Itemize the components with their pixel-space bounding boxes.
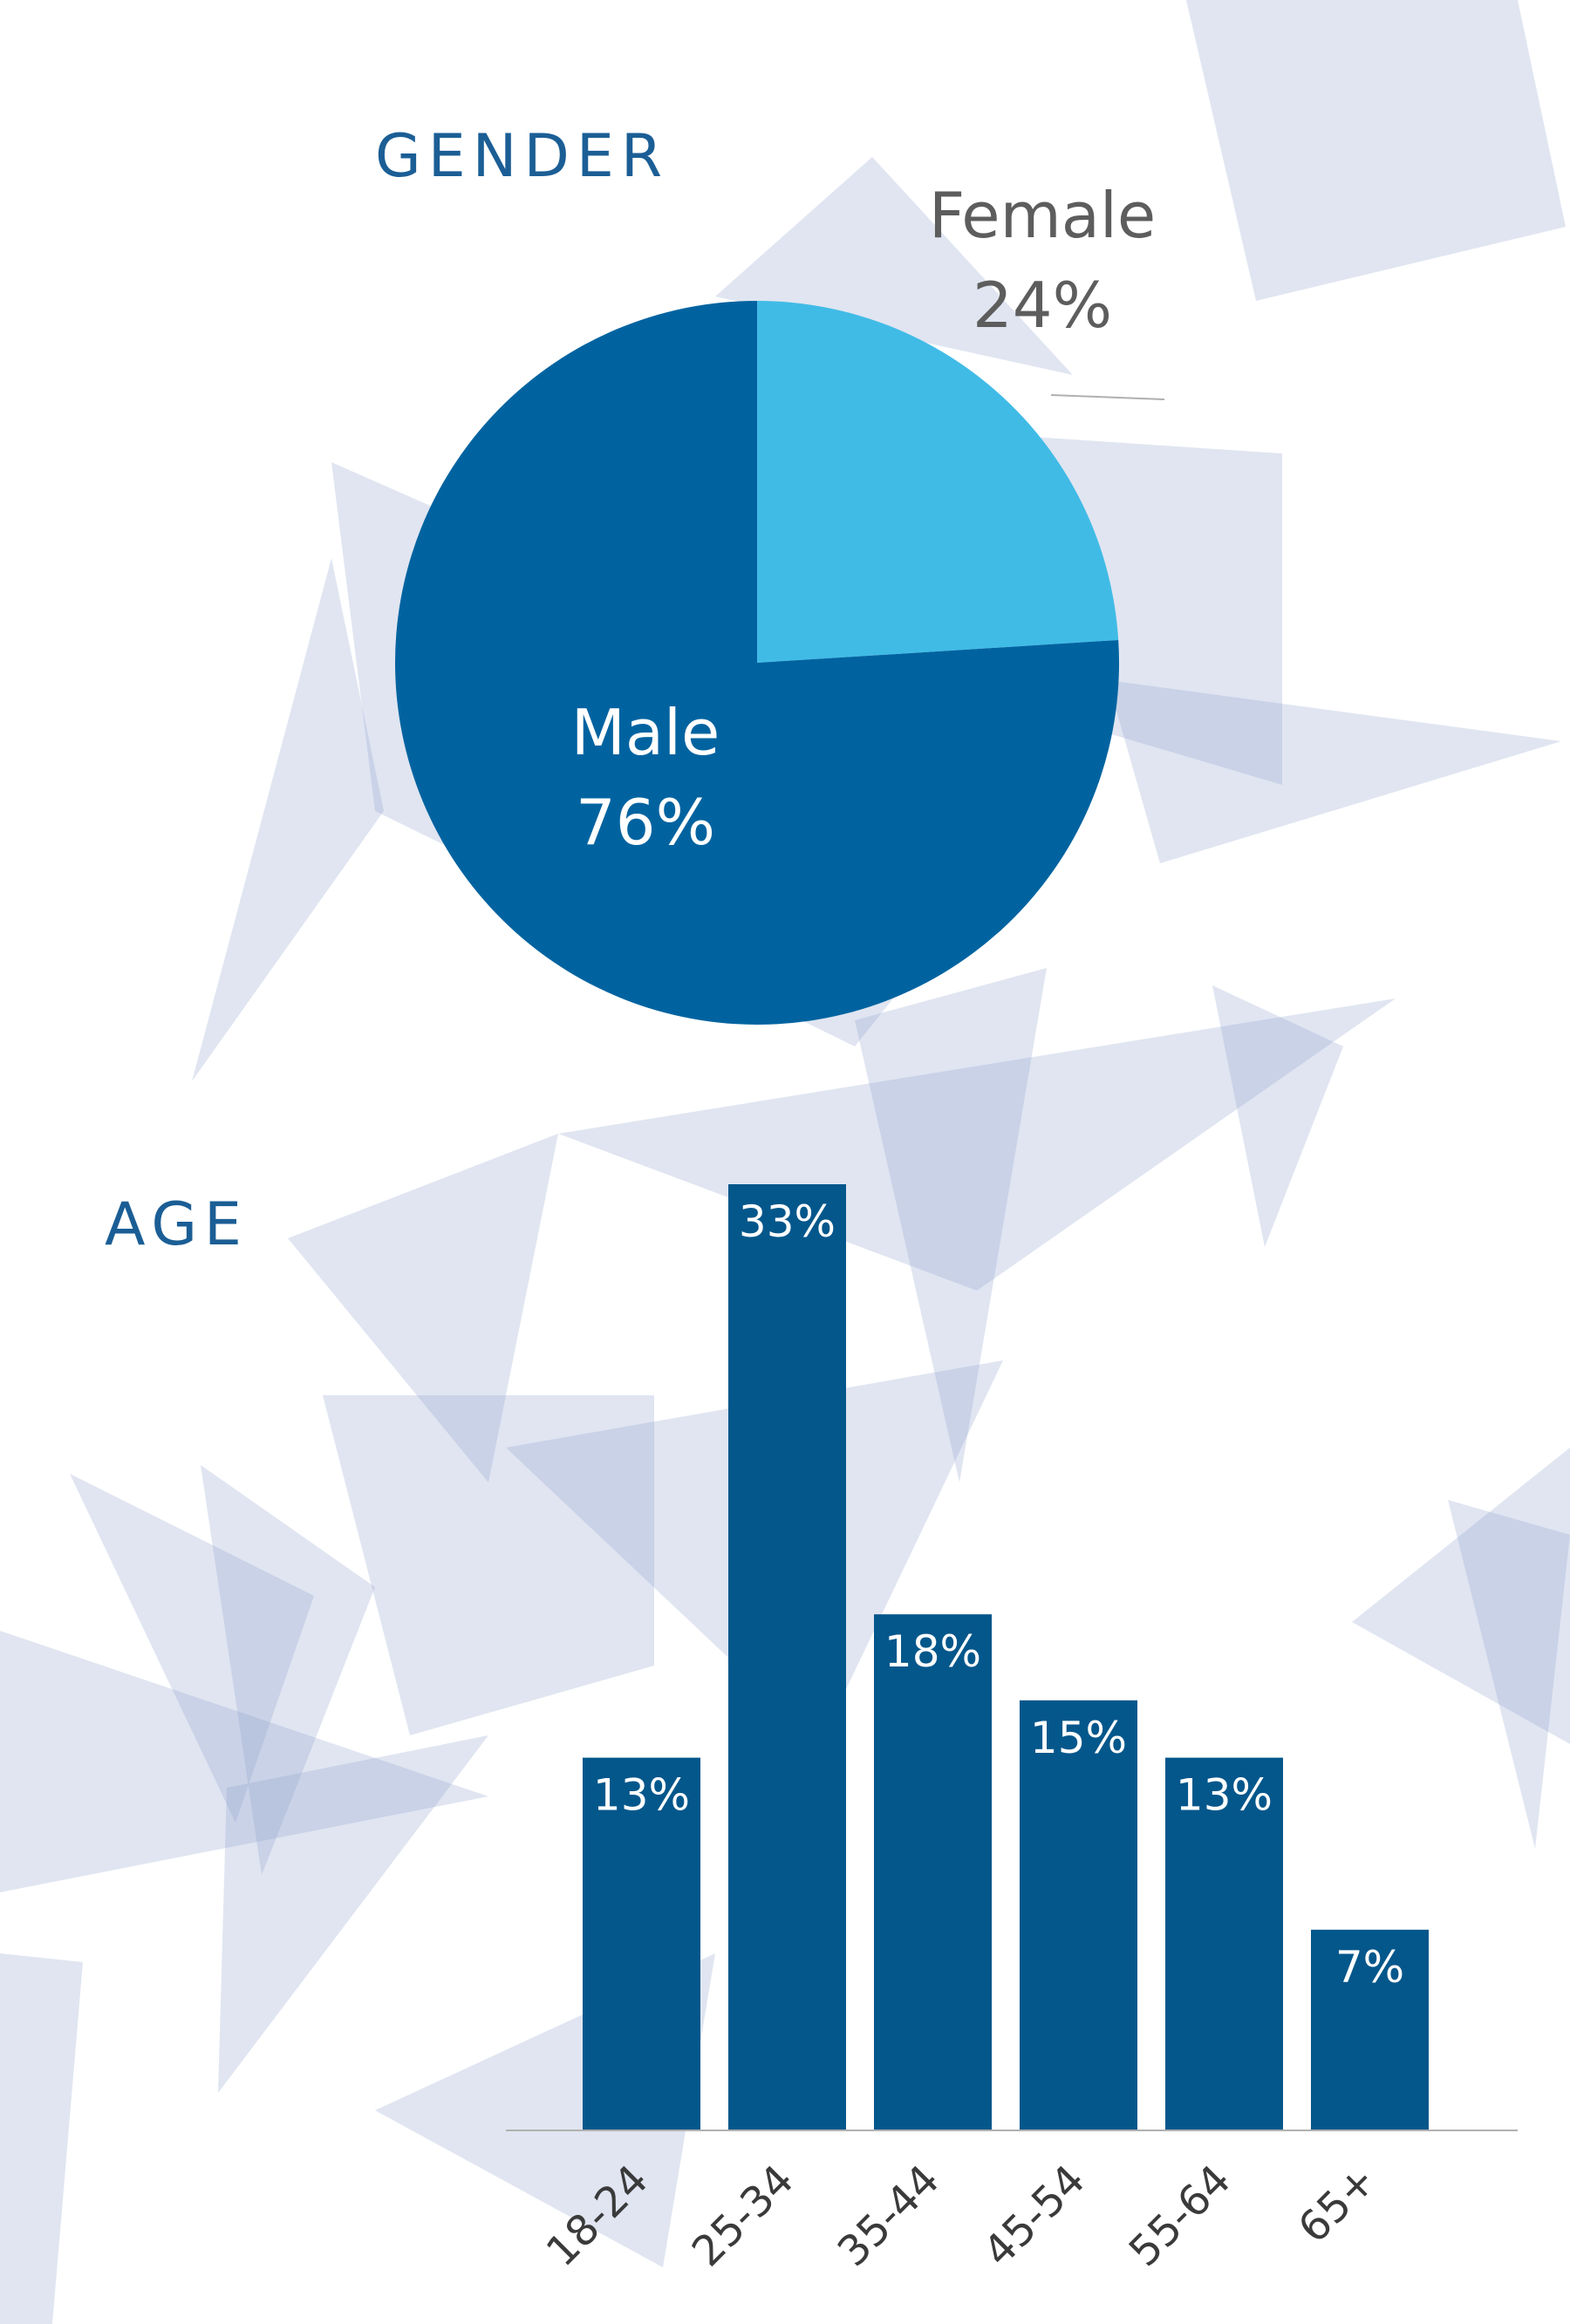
- x-tick-label: 25-34: [683, 2156, 803, 2276]
- x-tick-label: 45-54: [974, 2156, 1095, 2276]
- bar-data-label: 15%: [1030, 1713, 1127, 1763]
- pie-value-female: 24%: [973, 269, 1112, 342]
- x-tick-label: 35-44: [829, 2156, 949, 2276]
- gender-title: GENDER: [375, 122, 670, 191]
- pie-slice-male: [395, 301, 1120, 1025]
- age-title: AGE: [105, 1190, 249, 1259]
- bar-data-label: 18%: [884, 1626, 981, 1677]
- bar-18-24: [583, 1757, 700, 2130]
- bar-data-label: 13%: [1176, 1770, 1273, 1821]
- x-tick-label: 65+: [1289, 2156, 1386, 2252]
- bar-55-64: [1165, 1757, 1283, 2130]
- x-tick-label: 55-64: [1120, 2156, 1240, 2276]
- bar-45-54: [1020, 1700, 1137, 2130]
- bar-data-label: 7%: [1335, 1942, 1404, 1993]
- x-tick-label: 18-24: [537, 2156, 658, 2276]
- pie-slice-female: [757, 301, 1119, 663]
- pie-label-female: Female: [929, 179, 1156, 252]
- bar-65+: [1311, 1929, 1429, 2130]
- bar-25-34: [728, 1184, 846, 2130]
- bar-data-label: 13%: [593, 1770, 690, 1821]
- pie-value-male: 76%: [576, 786, 715, 859]
- bar-35-44: [874, 1614, 992, 2130]
- bar-data-label: 33%: [739, 1196, 836, 1247]
- pie-leader-line: [1050, 394, 1165, 400]
- pie-label-male: Male: [571, 696, 720, 769]
